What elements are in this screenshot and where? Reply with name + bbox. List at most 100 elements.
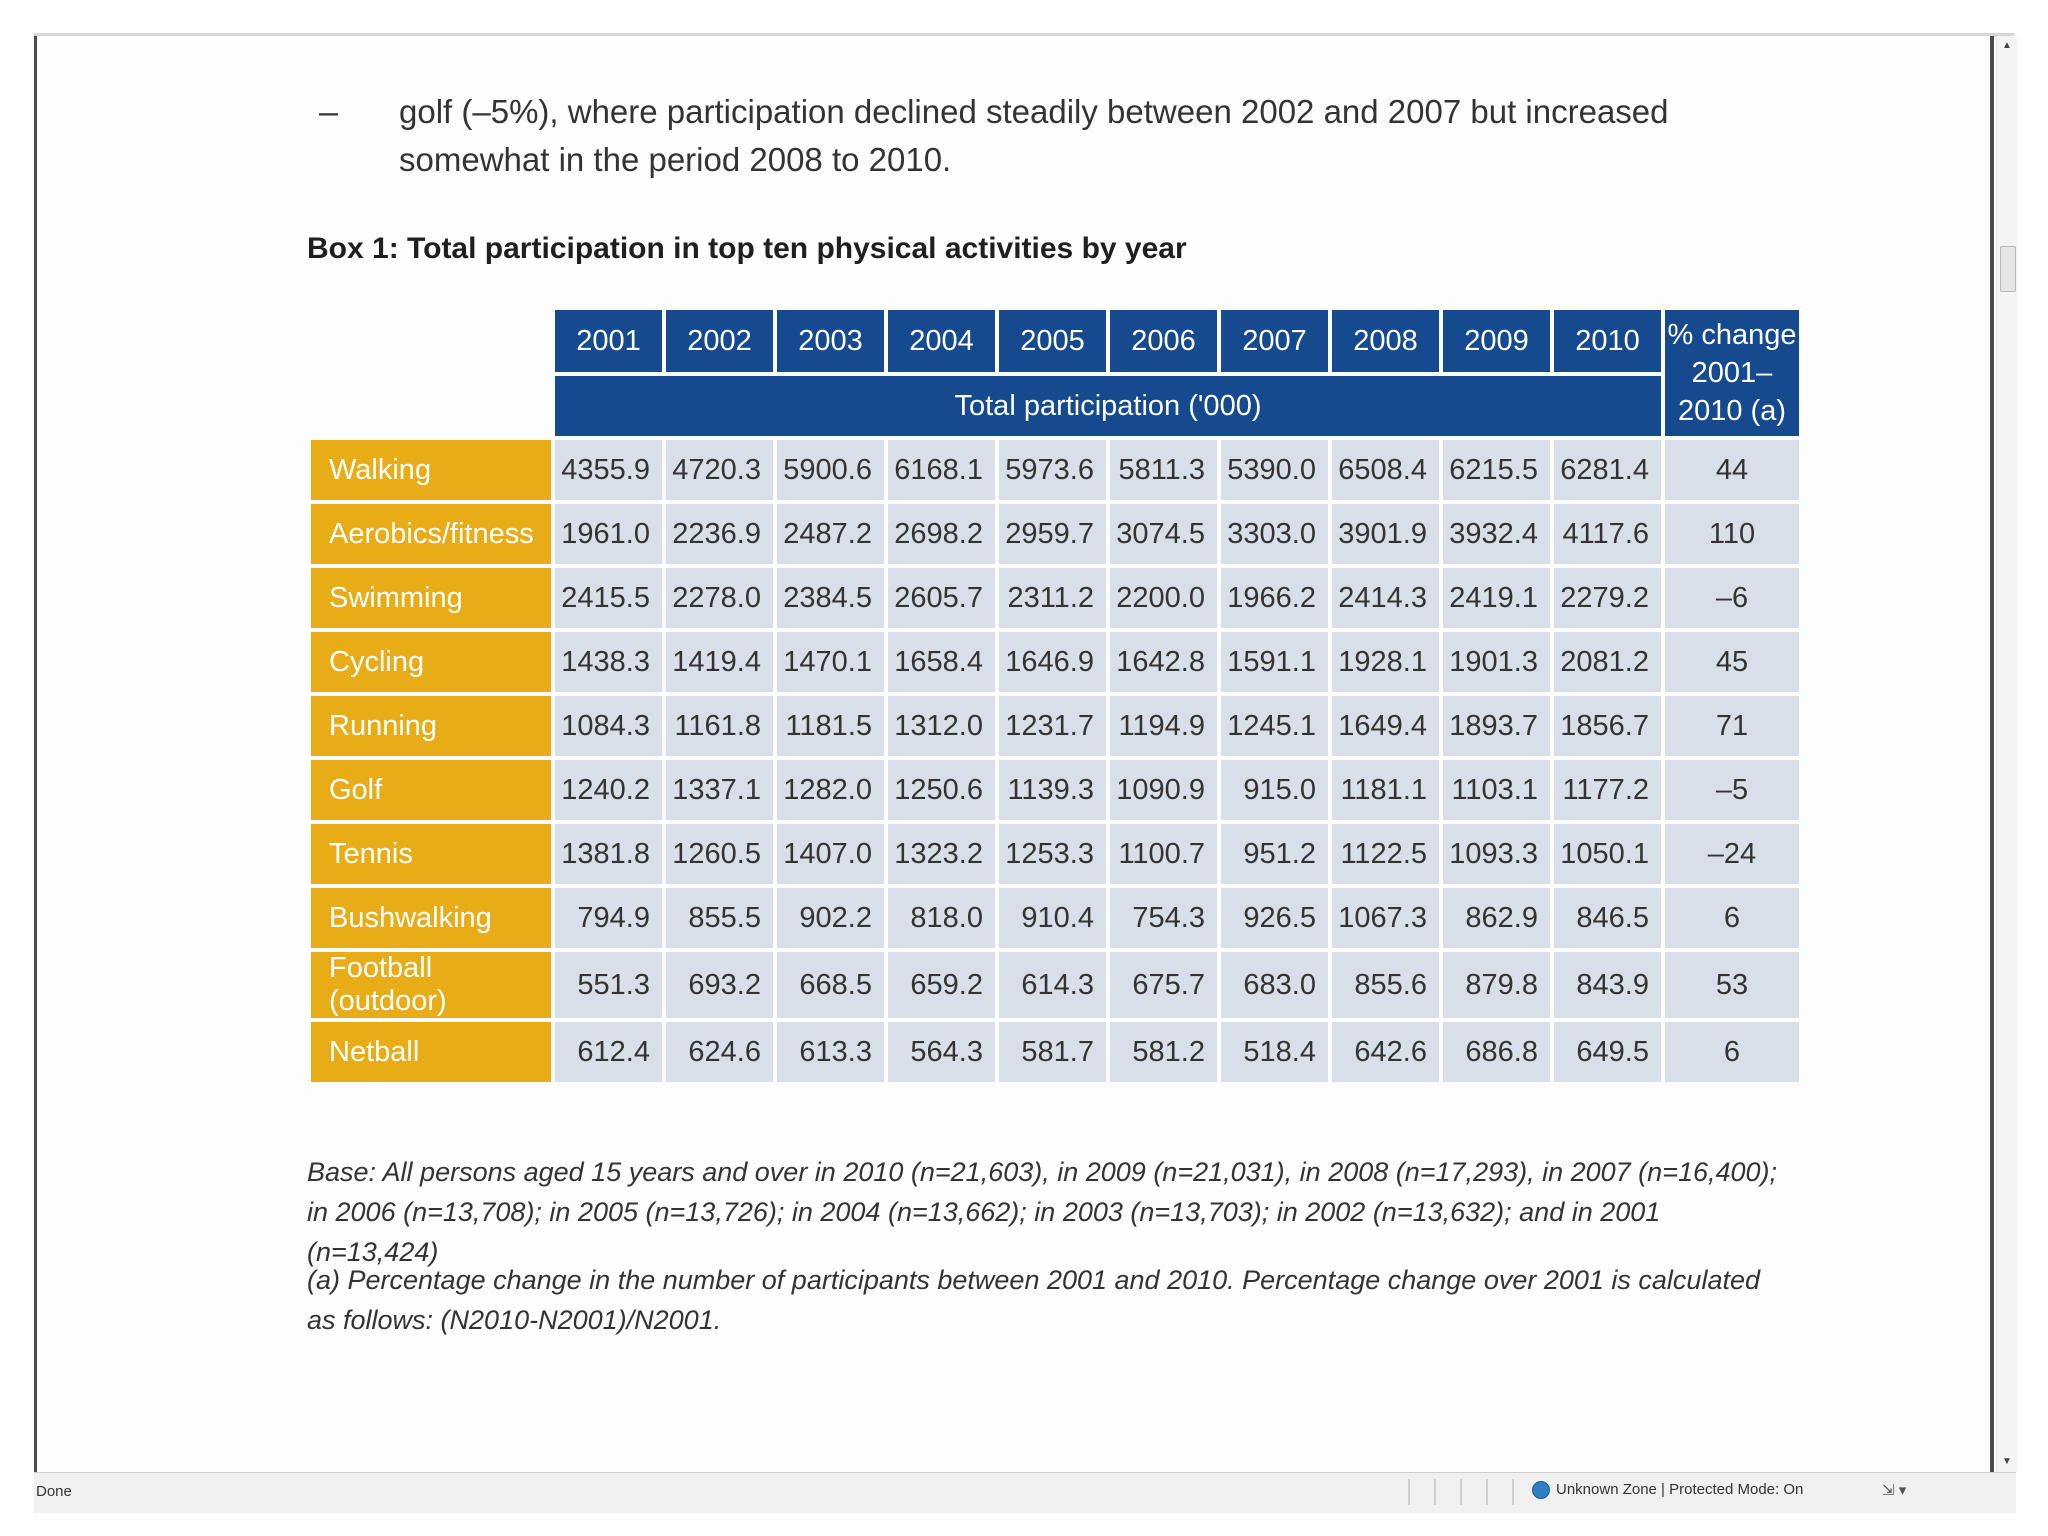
participation-value: 1928.1 bbox=[1332, 632, 1439, 692]
table-row: Swimming 2415.5 2278.0 2384.5 2605.7 2311.2 22… bbox=[311, 568, 1799, 628]
participation-value: 1240.2 bbox=[555, 760, 662, 820]
participation-value: 1419.4 bbox=[666, 632, 773, 692]
participation-value: 2698.2 bbox=[888, 504, 995, 564]
participation-value: 915.0 bbox=[1221, 760, 1328, 820]
participation-value: 2311.2 bbox=[999, 568, 1106, 628]
year-header: 2005 bbox=[999, 310, 1106, 372]
participation-value: 855.6 bbox=[1332, 952, 1439, 1018]
participation-value: 1470.1 bbox=[777, 632, 884, 692]
year-header: 2004 bbox=[888, 310, 995, 372]
table-row: Walking 4355.9 4720.3 5900.6 6168.1 5973.6 581… bbox=[311, 440, 1799, 500]
pct-change-value: –24 bbox=[1665, 824, 1799, 884]
activity-label: Aerobics/fitness bbox=[311, 504, 551, 564]
participation-value: 1067.3 bbox=[1332, 888, 1439, 948]
participation-value: 1282.0 bbox=[777, 760, 884, 820]
participation-value: 2236.9 bbox=[666, 504, 773, 564]
activity-label: Walking bbox=[311, 440, 551, 500]
window-right-border bbox=[1990, 36, 1994, 1472]
participation-value: 1312.0 bbox=[888, 696, 995, 756]
participation-value: 1646.9 bbox=[999, 632, 1106, 692]
participation-value: 649.5 bbox=[1554, 1022, 1661, 1082]
participation-value: 1050.1 bbox=[1554, 824, 1661, 884]
participation-value: 2419.1 bbox=[1443, 568, 1550, 628]
pct-change-value: 53 bbox=[1665, 952, 1799, 1018]
pct-change-value: 45 bbox=[1665, 632, 1799, 692]
status-text: Done bbox=[36, 1483, 72, 1500]
participation-value: 1090.9 bbox=[1110, 760, 1217, 820]
activity-label: Swimming bbox=[311, 568, 551, 628]
scroll-down-arrow-icon[interactable]: ▼ bbox=[2002, 1456, 2012, 1467]
participation-value: 951.2 bbox=[1221, 824, 1328, 884]
zone-text: Unknown Zone | Protected Mode: On bbox=[1556, 1481, 1804, 1498]
window-left-border bbox=[34, 36, 37, 1472]
activity-label: Netball bbox=[311, 1022, 551, 1082]
year-header: 2007 bbox=[1221, 310, 1328, 372]
participation-value: 926.5 bbox=[1221, 888, 1328, 948]
participation-value: 2487.2 bbox=[777, 504, 884, 564]
participation-value: 3074.5 bbox=[1110, 504, 1217, 564]
participation-value: 846.5 bbox=[1554, 888, 1661, 948]
table-row: Cycling 1438.3 1419.4 1470.1 1658.4 1646.9 164… bbox=[311, 632, 1799, 692]
pct-change-value: 44 bbox=[1665, 440, 1799, 500]
participation-value: 1381.8 bbox=[555, 824, 662, 884]
participation-value: 1961.0 bbox=[555, 504, 662, 564]
status-bar: Done Unknown Zone | Protected Mode: On ⇲… bbox=[34, 1472, 2016, 1513]
participation-value: 2415.5 bbox=[555, 568, 662, 628]
activity-label: Golf bbox=[311, 760, 551, 820]
participation-value: 518.4 bbox=[1221, 1022, 1328, 1082]
participation-value: 4117.6 bbox=[1554, 504, 1661, 564]
participation-value: 614.3 bbox=[999, 952, 1106, 1018]
participation-value: 902.2 bbox=[777, 888, 884, 948]
participation-value: 1591.1 bbox=[1221, 632, 1328, 692]
participation-value: 564.3 bbox=[888, 1022, 995, 1082]
scroll-thumb[interactable] bbox=[2000, 246, 2016, 292]
scroll-up-arrow-icon[interactable]: ▲ bbox=[2002, 40, 2012, 51]
pct-change-value: 71 bbox=[1665, 696, 1799, 756]
participation-value: 1194.9 bbox=[1110, 696, 1217, 756]
participation-value: 1966.2 bbox=[1221, 568, 1328, 628]
table-corner bbox=[311, 310, 551, 436]
participation-value: 4720.3 bbox=[666, 440, 773, 500]
pct-change-value: 6 bbox=[1665, 1022, 1799, 1082]
participation-value: 855.5 bbox=[666, 888, 773, 948]
pct-change-value: –6 bbox=[1665, 568, 1799, 628]
participation-value: 1093.3 bbox=[1443, 824, 1550, 884]
participation-value: 2278.0 bbox=[666, 568, 773, 628]
participation-value: 1260.5 bbox=[666, 824, 773, 884]
table-row: Football (outdoor) 551.3 693.2 668.5 659.2 61… bbox=[311, 952, 1799, 1018]
participation-value: 1103.1 bbox=[1443, 760, 1550, 820]
participation-value: 6215.5 bbox=[1443, 440, 1550, 500]
security-zone[interactable]: Unknown Zone | Protected Mode: On bbox=[1532, 1481, 1804, 1500]
participation-value: 794.9 bbox=[555, 888, 662, 948]
participation-value: 1253.3 bbox=[999, 824, 1106, 884]
year-header: 2003 bbox=[777, 310, 884, 372]
pct-header-line: 2001– bbox=[1691, 357, 1773, 389]
footnote-a: (a) Percentage change in the number of p… bbox=[307, 1265, 1760, 1335]
participation-value: 1181.5 bbox=[777, 696, 884, 756]
participation-value: 1161.8 bbox=[666, 696, 773, 756]
participation-value: 1649.4 bbox=[1332, 696, 1439, 756]
participation-value: 2384.5 bbox=[777, 568, 884, 628]
participation-value: 1181.1 bbox=[1332, 760, 1439, 820]
activity-label: Football (outdoor) bbox=[311, 952, 551, 1018]
participation-value: 2605.7 bbox=[888, 568, 995, 628]
participation-value: 843.9 bbox=[1554, 952, 1661, 1018]
box-title: Box 1: Total participation in top ten ph… bbox=[307, 232, 1187, 265]
year-header: 2010 bbox=[1554, 310, 1661, 372]
participation-value: 818.0 bbox=[888, 888, 995, 948]
participation-value: 5811.3 bbox=[1110, 440, 1217, 500]
pct-change-header: % change 2001– 2010 (a) bbox=[1665, 310, 1799, 436]
bullet-dash: – bbox=[319, 93, 338, 131]
participation-value: 5900.6 bbox=[777, 440, 884, 500]
participation-value: 551.3 bbox=[555, 952, 662, 1018]
participation-value: 1231.7 bbox=[999, 696, 1106, 756]
status-separators bbox=[1384, 1479, 1514, 1505]
zoom-control-icon[interactable]: ⇲ ▾ bbox=[1882, 1482, 1907, 1499]
participation-value: 686.8 bbox=[1443, 1022, 1550, 1082]
table-row: Aerobics/fitness 1961.0 2236.9 2487.2 2698.2… bbox=[311, 504, 1799, 564]
participation-value: 1901.3 bbox=[1443, 632, 1550, 692]
participation-value: 1100.7 bbox=[1110, 824, 1217, 884]
vertical-scrollbar[interactable]: ▲ ▼ bbox=[1996, 36, 2017, 1472]
activity-label: Tennis bbox=[311, 824, 551, 884]
window-top-border bbox=[34, 33, 2014, 37]
